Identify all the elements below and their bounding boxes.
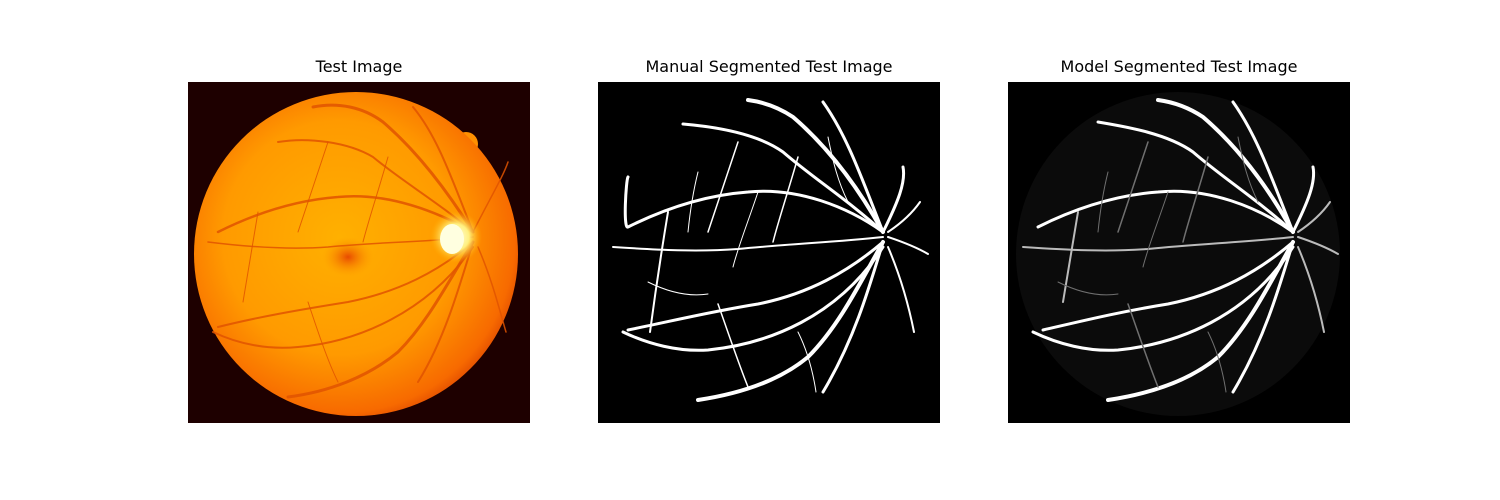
- model-segmentation-title: Model Segmented Test Image: [1060, 57, 1298, 76]
- test-image-panel: Test Image: [188, 0, 530, 500]
- model-segmentation-panel: Model Segmented Test Image: [1008, 0, 1350, 500]
- model-vessel-map: [1008, 82, 1350, 423]
- manual-segmentation-panel: Manual Segmented Test Image: [598, 0, 940, 500]
- manual-segmentation-title: Manual Segmented Test Image: [645, 57, 893, 76]
- test-image-title: Test Image: [315, 57, 403, 76]
- fundus-photo: [188, 82, 530, 423]
- manual-vessel-map: [598, 82, 940, 423]
